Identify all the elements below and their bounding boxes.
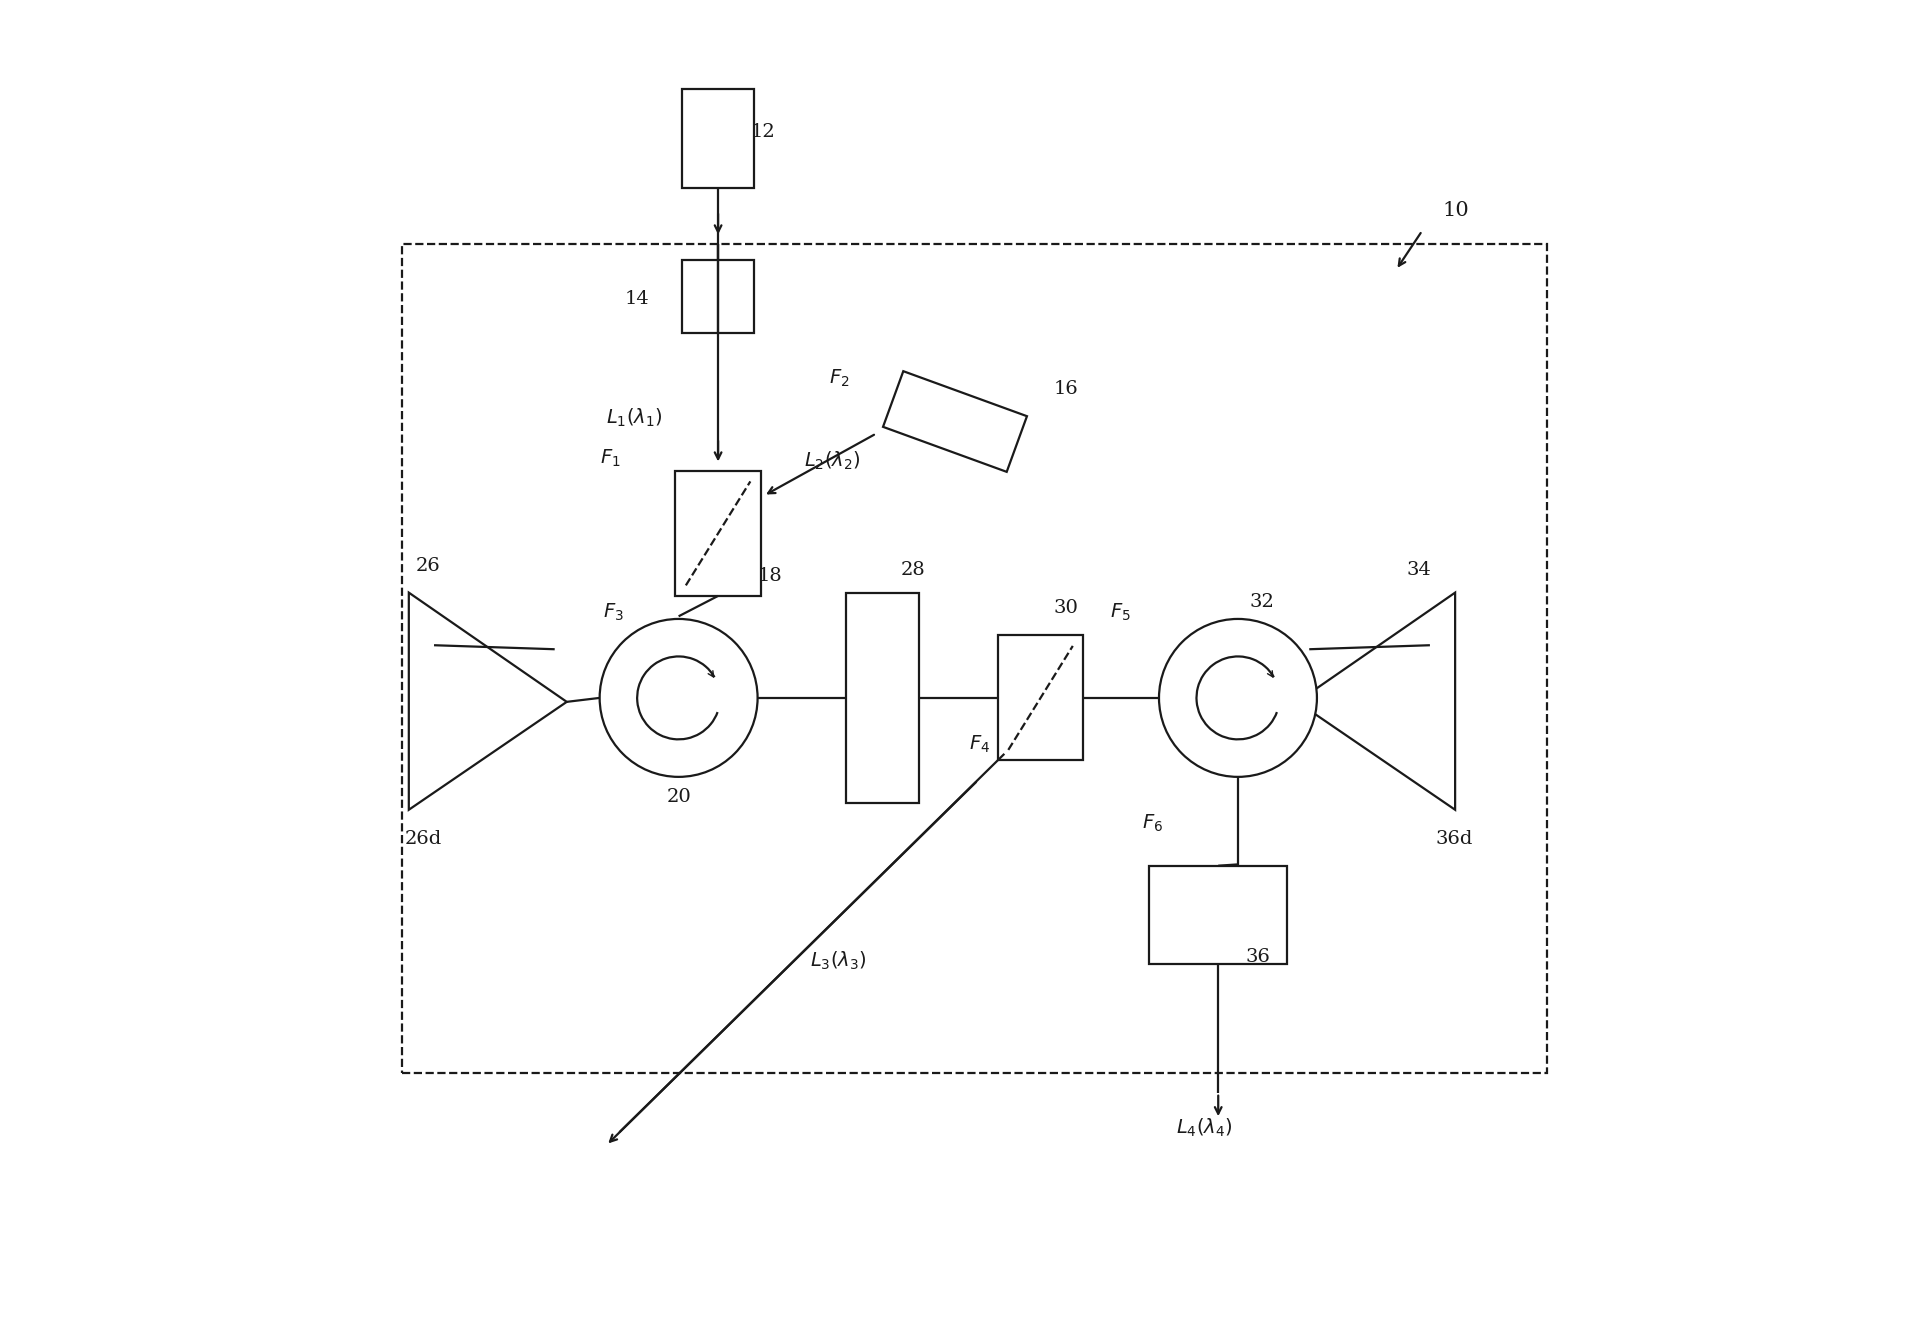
Text: $F_5$: $F_5$ (1110, 601, 1131, 622)
Text: 26d: 26d (405, 830, 441, 847)
Text: 36: 36 (1245, 948, 1270, 966)
Text: 26: 26 (414, 557, 439, 576)
Circle shape (1159, 618, 1316, 777)
Text: 34: 34 (1406, 561, 1431, 580)
Bar (997, 636, 1083, 761)
Text: $L_2(\lambda_2)$: $L_2(\lambda_2)$ (804, 450, 860, 472)
Circle shape (600, 618, 758, 777)
Bar (682, 261, 754, 332)
Text: $F_1$: $F_1$ (600, 448, 621, 469)
Text: $L_3(\lambda_3)$: $L_3(\lambda_3)$ (810, 950, 867, 972)
Text: 10: 10 (1442, 201, 1469, 221)
Text: $F_4$: $F_4$ (970, 733, 991, 754)
Text: 14: 14 (625, 290, 649, 309)
Text: 36d: 36d (1436, 830, 1473, 847)
Bar (1150, 866, 1287, 964)
Text: 28: 28 (900, 561, 924, 580)
Bar (846, 593, 919, 803)
Text: $F_2$: $F_2$ (829, 367, 850, 388)
Text: $F_6$: $F_6$ (1142, 813, 1163, 834)
Bar (676, 471, 760, 596)
Text: $L_1(\lambda_1)$: $L_1(\lambda_1)$ (605, 407, 663, 428)
Bar (682, 89, 754, 188)
Text: 20: 20 (667, 787, 691, 806)
Text: 16: 16 (1054, 379, 1079, 398)
Text: $L_4(\lambda_4)$: $L_4(\lambda_4)$ (1177, 1117, 1232, 1140)
Text: 18: 18 (758, 567, 783, 584)
Text: 30: 30 (1052, 600, 1077, 617)
Text: 12: 12 (751, 122, 775, 141)
Text: $F_3$: $F_3$ (602, 601, 623, 622)
Text: 32: 32 (1249, 593, 1274, 610)
